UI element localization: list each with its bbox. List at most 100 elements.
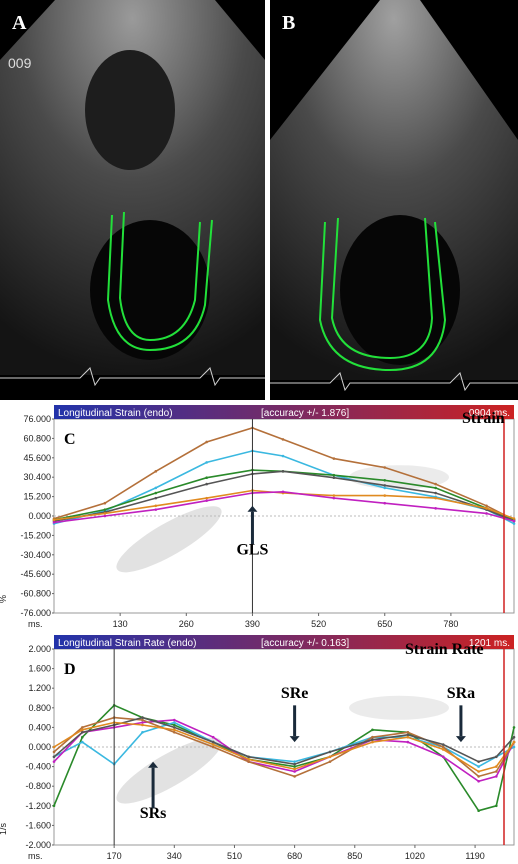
x-tick-label: 130 — [113, 619, 128, 629]
series-point — [371, 735, 374, 739]
series-point — [477, 780, 480, 783]
strain-rate-chart: Longitudinal Strain Rate (endo) [accuracy… — [0, 635, 518, 864]
y-tick-label: -45.600 — [20, 569, 51, 579]
series-point — [103, 501, 107, 505]
ventricle-cavity — [90, 220, 210, 360]
series-point — [141, 718, 144, 722]
y-tick-label: 76.000 — [23, 414, 51, 424]
annotation-arrow-head — [455, 736, 466, 743]
series-point — [477, 765, 480, 768]
chart-header-time: 1201 ms. — [469, 638, 510, 649]
series-point — [332, 476, 336, 480]
series-point — [371, 738, 374, 741]
series-point — [383, 484, 387, 487]
series-point — [154, 486, 158, 490]
series-point — [247, 755, 250, 759]
series-point — [205, 476, 208, 480]
series-point — [495, 755, 498, 759]
series-point — [154, 496, 158, 500]
y-tick-label: -1.200 — [25, 801, 51, 811]
x-unit-label: ms. — [28, 619, 43, 629]
series-point — [81, 728, 84, 732]
endocardial-trace-inner — [118, 211, 201, 342]
y-tick-label: -2.000 — [25, 840, 51, 850]
chart-header-title: Longitudinal Strain (endo) — [58, 408, 173, 419]
chart-header-title: Longitudinal Strain Rate (endo) — [58, 638, 196, 649]
series-point — [141, 731, 144, 734]
y-tick-label: 1.600 — [28, 664, 51, 674]
series-point — [211, 740, 215, 744]
y-tick-label: -1.600 — [25, 820, 51, 830]
series-point — [281, 454, 285, 458]
series-point — [141, 723, 144, 727]
series-point — [495, 770, 498, 773]
series-point — [81, 731, 84, 734]
series-point — [154, 491, 158, 495]
y-tick-label: -15.200 — [20, 530, 51, 540]
series-point — [434, 496, 437, 500]
series-point — [383, 494, 387, 497]
series-point — [154, 508, 158, 511]
series-point — [441, 743, 445, 746]
series-point — [154, 470, 158, 473]
series-point — [441, 755, 445, 759]
series-point — [512, 740, 516, 744]
series-point — [281, 438, 285, 441]
series-point — [441, 745, 445, 749]
atrium-cavity — [85, 50, 175, 170]
series-point — [371, 728, 374, 732]
chart-header-accuracy: [accuracy +/- 1.876] — [261, 408, 349, 419]
x-tick-label: 510 — [227, 851, 242, 861]
chart-header-accuracy: [accuracy +/- 0.163] — [261, 638, 349, 649]
series-point — [332, 473, 336, 477]
series-point — [205, 440, 208, 444]
speckle-shading — [116, 506, 222, 573]
x-tick-label: 170 — [107, 851, 122, 861]
series-point — [512, 522, 516, 525]
series-point — [52, 750, 56, 754]
series-point — [406, 735, 410, 739]
series-point — [173, 731, 176, 734]
series-point — [512, 745, 516, 749]
series-point — [495, 765, 498, 768]
y-tick-label: 0.000 — [28, 742, 51, 752]
series-point — [485, 512, 488, 515]
panel-label: C — [64, 431, 76, 448]
ecg-trace — [0, 367, 265, 387]
series-point — [173, 721, 176, 724]
series-point — [383, 478, 387, 482]
series-point — [477, 775, 480, 778]
x-tick-label: 780 — [443, 619, 458, 629]
x-tick-label: 680 — [287, 851, 302, 861]
y-axis-label: % — [0, 595, 8, 603]
annotation-arrow-head — [148, 761, 159, 768]
series-point — [434, 507, 437, 510]
strain-chart: Longitudinal Strain (endo) [accuracy +/- … — [0, 405, 518, 632]
echo-image-a — [0, 0, 265, 387]
y-tick-label: 0.800 — [28, 703, 51, 713]
series-point — [293, 765, 296, 768]
series-point — [293, 762, 296, 766]
series-point — [293, 770, 296, 773]
y-tick-label: -30.400 — [20, 550, 51, 560]
series-point — [205, 461, 208, 464]
y-tick-label: 15.200 — [23, 492, 51, 502]
series-point — [383, 486, 387, 490]
series-point — [477, 770, 480, 773]
panel-label-a: A — [12, 12, 27, 34]
x-tick-label: 1190 — [465, 851, 484, 861]
series-point — [485, 507, 488, 510]
series-point — [293, 767, 296, 771]
series-point — [495, 804, 498, 808]
series-point — [485, 504, 488, 508]
series-point — [281, 490, 285, 494]
x-tick-label: 850 — [347, 851, 362, 861]
endocardial-trace-outer — [106, 214, 213, 352]
y-tick-label: -60.800 — [20, 589, 51, 599]
endocardial-trace-inner — [330, 217, 434, 360]
panel-label-b: B — [282, 12, 296, 34]
speckle-shading — [349, 465, 449, 490]
series-point — [512, 519, 516, 523]
series-point — [293, 775, 296, 778]
series-point — [211, 743, 215, 746]
